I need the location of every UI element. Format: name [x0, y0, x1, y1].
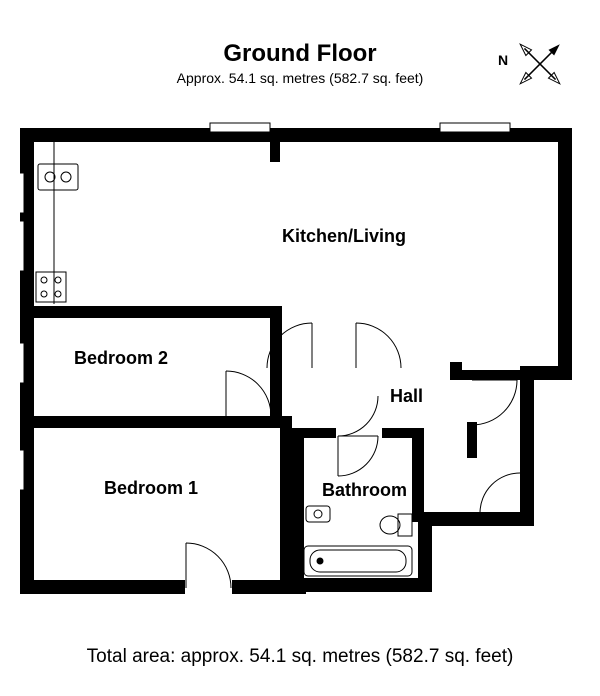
total-area-text: Total area: approx. 54.1 sq. metres (582…	[0, 646, 600, 668]
room-label-hall: Hall	[390, 386, 423, 407]
room-label-bedroom-1: Bedroom 1	[104, 478, 198, 499]
room-label-bathroom: Bathroom	[322, 480, 407, 501]
room-label-bedroom-2: Bedroom 2	[74, 348, 168, 369]
floorplan: Kitchen/Living Bedroom 2 Hall Bedroom 1 Bath…	[20, 118, 580, 633]
room-label-kitchen-living: Kitchen/Living	[282, 226, 406, 247]
compass-label: N	[498, 52, 508, 68]
compass-icon: N	[510, 34, 570, 99]
